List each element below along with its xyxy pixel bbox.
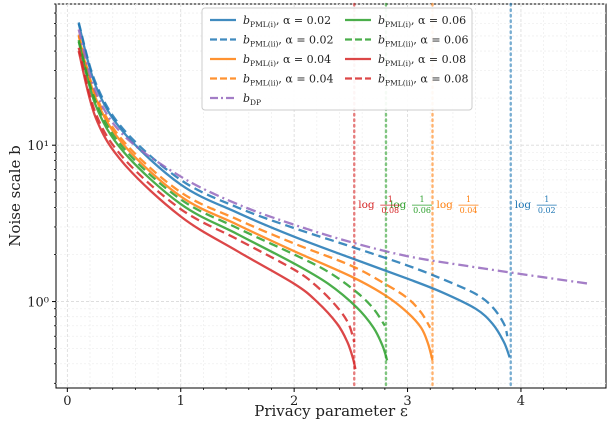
legend-frame: [201, 7, 473, 111]
series-line-4: [77, 41, 389, 361]
series-line-6: [77, 50, 357, 370]
legend-entry-label: bPML(ii), α = 0.06: [378, 34, 469, 49]
vline-label-denominator: 0.04: [460, 206, 478, 215]
x-tick-label: 3: [403, 394, 411, 409]
reference-vline-label: log 1 0.02: [515, 195, 557, 215]
series-line-7: [77, 47, 356, 343]
legend-entry-label: bPML(ii), α = 0.04: [243, 73, 334, 88]
legend-entry-label: bDP: [243, 92, 261, 107]
x-axis-title: Privacy parameter ε: [254, 402, 408, 420]
vline-label-prefix: log: [358, 199, 375, 211]
x-tick-label: 0: [63, 394, 71, 409]
legend-entry-label: bPML(i), α = 0.06: [378, 14, 466, 29]
data-series: [77, 22, 590, 370]
series-line-2: [77, 35, 434, 361]
vline-label-numerator: 1: [466, 195, 471, 204]
vline-label-prefix: log: [436, 199, 453, 211]
legend-entry-label: bPML(ii), α = 0.08: [378, 73, 469, 88]
legend-entry-label: bPML(ii), α = 0.02: [243, 34, 334, 49]
legend: bPML(i), α = 0.02 bPML(ii), α = 0.02 bPML(…: [201, 7, 473, 111]
x-tick-label: 1: [177, 394, 185, 409]
reference-vline-label: log 1 0.08: [358, 195, 401, 215]
vline-label-numerator: 1: [388, 195, 393, 204]
y-tick-label: 10⁰: [27, 296, 49, 311]
vline-label-numerator: 1: [544, 195, 549, 204]
vline-label-denominator: 0.08: [381, 206, 399, 215]
legend-entry-label: bPML(i), α = 0.08: [378, 53, 466, 68]
series-line-5: [77, 39, 386, 327]
x-tick-label: 4: [517, 394, 525, 409]
vline-label-numerator: 1: [419, 195, 424, 204]
vline-label-denominator: 0.02: [538, 206, 556, 215]
axis-ticks: 0 1 2 3 4 10⁰ 10¹: [27, 3, 567, 409]
vline-label-denominator: 0.06: [413, 206, 431, 215]
legend-entry-label: bPML(i), α = 0.02: [243, 14, 331, 29]
y-axis-title: Noise scale b: [6, 145, 24, 246]
series-line-3: [77, 34, 432, 329]
y-tick-label: 10¹: [27, 139, 49, 154]
vline-label-prefix: log: [515, 199, 532, 211]
series-line-8: [77, 29, 590, 285]
series-line-0: [77, 23, 511, 358]
legend-entry-label: bPML(i), α = 0.04: [243, 53, 331, 68]
x-tick-label: 2: [290, 394, 298, 409]
series-line-1: [77, 22, 509, 337]
reference-vline-label: log 1 0.04: [436, 195, 479, 215]
